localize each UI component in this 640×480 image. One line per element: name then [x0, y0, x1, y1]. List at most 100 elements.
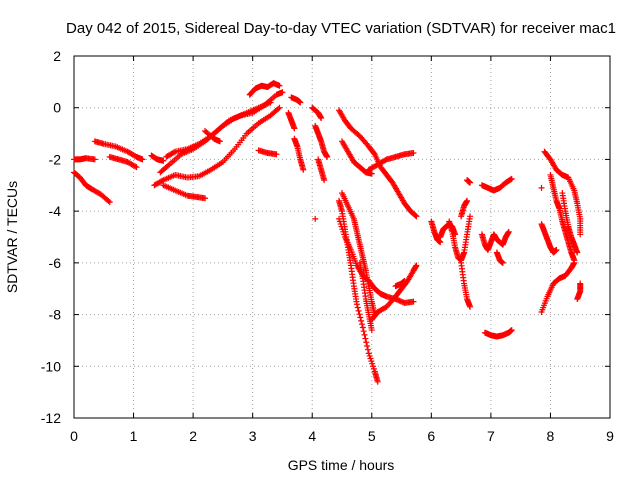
x-tick-labels: 0 1 2 3 4 5 6 7 8 9 [70, 428, 614, 444]
data-point [297, 99, 304, 106]
x-tick-label: 2 [189, 428, 197, 444]
series-s12 [255, 147, 280, 158]
data-point [202, 195, 209, 202]
y-tick-label: -10 [41, 358, 61, 374]
data-point [279, 89, 286, 96]
y-tick-label: -12 [41, 410, 61, 426]
data-point [132, 163, 139, 170]
series-s32 [458, 197, 471, 220]
series-s6 [151, 104, 283, 189]
series-s2 [71, 169, 113, 206]
y-tick-labels: -12 -10 -8 -6 -4 -2 0 2 [41, 48, 61, 426]
x-tick-label: 1 [130, 428, 138, 444]
data-point [499, 259, 506, 266]
data-point [362, 335, 369, 342]
data-point [312, 215, 319, 222]
series-s16 [309, 104, 325, 122]
y-axis-label: SDTVAR / TECUs [4, 181, 20, 293]
series-s14 [285, 109, 298, 132]
series-s36 [478, 228, 512, 253]
data-point [574, 249, 581, 256]
series-s8 [163, 99, 274, 160]
series-s23 [339, 190, 378, 318]
data-point [273, 151, 280, 158]
data-point [300, 166, 307, 173]
data-point [276, 104, 283, 111]
data-point [105, 197, 112, 204]
y-tick-label: -4 [49, 203, 62, 219]
series-s20 [336, 107, 420, 220]
series-s10 [202, 127, 223, 145]
plot-frame [73, 55, 611, 419]
series-s15 [291, 135, 307, 173]
data-point [355, 307, 362, 314]
data-point [356, 311, 363, 318]
series-s39 [541, 148, 584, 238]
data-point [364, 346, 371, 353]
x-tick-label: 9 [606, 428, 614, 444]
y-tick-label: 0 [53, 100, 61, 116]
data-point [505, 228, 512, 235]
data-point [571, 259, 578, 266]
series-s3 [91, 138, 146, 163]
series-s43 [559, 190, 581, 256]
data-point [91, 156, 98, 163]
x-tick-label: 6 [427, 428, 435, 444]
data-point [413, 213, 420, 220]
series-s22 [365, 149, 417, 173]
data-point [318, 115, 325, 122]
data-point [508, 327, 515, 334]
data-point [467, 303, 474, 310]
data-point [133, 164, 140, 171]
data-point [139, 156, 146, 163]
x-tick-label: 3 [249, 428, 257, 444]
data-point [437, 239, 444, 246]
series-s44 [574, 280, 584, 303]
data-point [361, 331, 368, 338]
series-s27 [368, 262, 420, 323]
series-s25 [336, 215, 417, 306]
data-point [357, 314, 364, 321]
data-point [368, 327, 375, 334]
data-point [353, 301, 360, 308]
data-point [464, 197, 471, 204]
series-s5 [148, 152, 167, 164]
series-s19 [312, 215, 319, 222]
series-s42 [538, 259, 578, 315]
data-point [374, 378, 381, 385]
series-s38 [493, 249, 506, 266]
series-s11 [246, 80, 283, 98]
data-point [467, 213, 474, 220]
series-s41 [538, 221, 560, 256]
y-tick-label: -6 [49, 255, 62, 271]
series-s34 [458, 259, 474, 310]
x-tick-label: 8 [547, 428, 555, 444]
data-point [216, 138, 223, 145]
series-s9 [160, 182, 209, 202]
series-s26 [356, 259, 375, 334]
data-point [160, 157, 167, 164]
y-tick-label: -8 [49, 307, 62, 323]
data-point [553, 246, 560, 253]
data-point [170, 149, 177, 156]
data-point [368, 170, 375, 177]
series-s33 [464, 177, 474, 186]
data-point [508, 175, 515, 182]
series-s28 [392, 277, 408, 290]
data-point [106, 199, 113, 206]
series-s17 [312, 122, 331, 160]
series-s1 [71, 155, 98, 163]
y-tick-label: 2 [53, 48, 61, 64]
x-tick-label: 7 [487, 428, 495, 444]
data-point [364, 342, 371, 349]
data-point [275, 105, 282, 112]
series-s18 [315, 156, 328, 184]
x-axis-label: GPS time / hours [288, 457, 395, 473]
data-point [276, 82, 283, 89]
data-point [359, 324, 366, 331]
data-point [360, 328, 367, 335]
data-point [574, 296, 581, 303]
series-s35 [478, 175, 515, 194]
series-s31 [446, 213, 474, 264]
